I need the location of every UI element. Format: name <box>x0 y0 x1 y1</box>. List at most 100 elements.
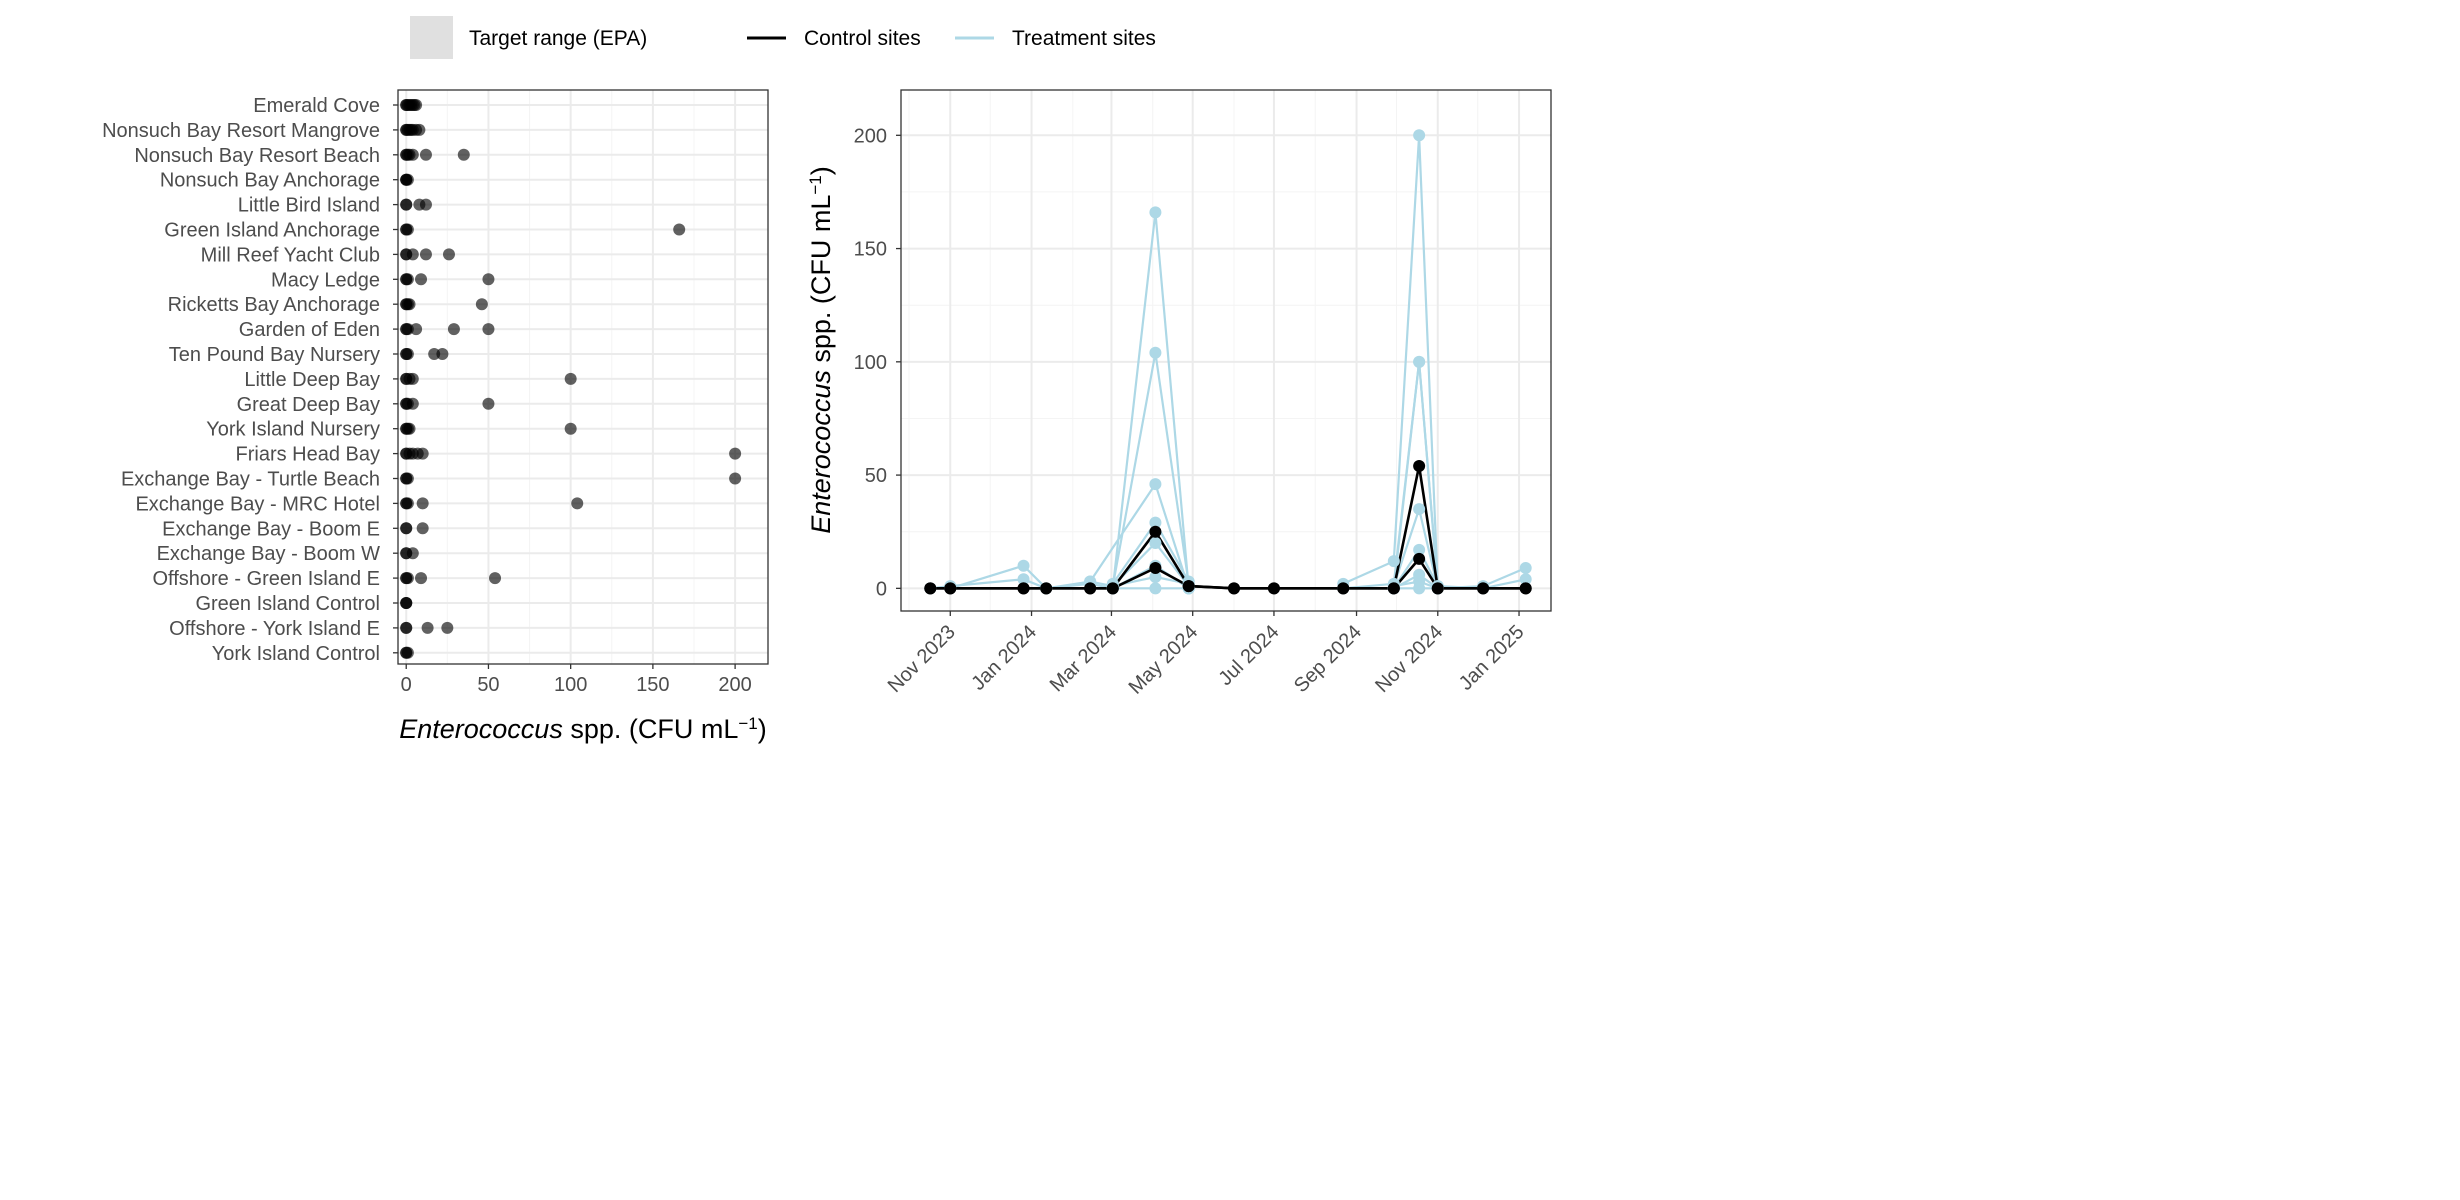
control-series-point <box>1040 582 1053 595</box>
control-series-point <box>924 582 937 595</box>
y-tick-label: 150 <box>854 239 887 261</box>
site-point <box>419 248 432 261</box>
control-series-point <box>1413 552 1426 565</box>
site-point <box>419 148 432 161</box>
left-panel-border <box>397 89 769 665</box>
site-point <box>401 223 414 236</box>
x-tick-label: 50 <box>477 674 499 696</box>
site-point <box>415 273 428 286</box>
site-dot-plot: Emerald Cove Nonsuch Bay Resort Mangrove N… <box>102 89 769 745</box>
treatment-series-point <box>1519 573 1532 586</box>
treatment-series-point <box>1149 537 1162 550</box>
site-point <box>482 273 495 286</box>
site-label: York Island Nursery <box>206 419 380 441</box>
y-tick-label: 50 <box>865 465 887 487</box>
site-point <box>416 497 429 510</box>
site-point <box>729 447 742 460</box>
treatment-series-point <box>1149 346 1162 359</box>
control-series-point <box>1106 582 1119 595</box>
site-point <box>419 198 432 211</box>
site-point <box>489 572 502 585</box>
site-point <box>416 522 429 535</box>
treatment-series-point <box>1149 478 1162 491</box>
x-tick-label: Sep 2024 <box>1290 621 1366 697</box>
site-point <box>403 422 416 435</box>
right-y-axis-title: Enterococcus spp. (CFU mL−1) <box>806 166 837 534</box>
site-point <box>400 621 413 634</box>
treatment-series-point <box>1413 355 1426 368</box>
control-series-point <box>1017 582 1030 595</box>
site-point <box>457 148 470 161</box>
treatment-series-point <box>1387 555 1400 568</box>
x-tick-label: May 2024 <box>1125 621 1203 699</box>
y-tick-label: 0 <box>876 578 887 600</box>
site-label: Exchange Bay - Boom E <box>162 518 380 540</box>
site-point <box>406 248 419 261</box>
site-point <box>401 273 414 286</box>
site-label: Little Deep Bay <box>244 369 380 391</box>
treatment-series-point <box>1413 582 1426 595</box>
control-series-point <box>1182 580 1195 593</box>
treatment-series-line <box>930 351 1190 590</box>
series-lines <box>930 134 1527 590</box>
site-label: Ten Pound Bay Nursery <box>169 344 380 366</box>
site-label: Friars Head Bay <box>236 444 381 466</box>
right-x-axis: Nov 2023 Jan 2024 Mar 2024 May 2024 Jul 2024… <box>884 611 1529 699</box>
site-label: Exchange Bay - Turtle Beach <box>121 469 380 491</box>
control-series-point <box>1387 582 1400 595</box>
control-series-point <box>1149 561 1162 574</box>
x-tick-label: 100 <box>554 674 587 696</box>
x-tick-label: Nov 2023 <box>884 621 960 697</box>
control-series-point <box>944 582 957 595</box>
legend-treatment-label: Treatment sites <box>1012 27 1156 50</box>
site-point <box>406 547 419 560</box>
site-label: Macy Ledge <box>271 269 380 291</box>
treatment-series-point <box>1017 559 1030 572</box>
x-tick-label: 150 <box>636 674 669 696</box>
site-label: Mill Reef Yacht Club <box>201 244 380 266</box>
site-label: Great Deep Bay <box>237 394 380 416</box>
control-series-point <box>1431 582 1444 595</box>
right-grid <box>901 90 1551 611</box>
series-points <box>924 129 1532 595</box>
control-series-line <box>930 557 1526 590</box>
left-x-axis: 0 50 100 150 200 <box>401 664 752 696</box>
site-point <box>442 248 455 261</box>
treatment-series-line <box>1089 483 1190 589</box>
treatment-series-point <box>1149 516 1162 529</box>
site-point <box>406 148 419 161</box>
x-tick-label: 0 <box>401 674 412 696</box>
site-point <box>482 397 495 410</box>
site-label: Exchange Bay - Boom W <box>157 543 381 565</box>
control-series-point <box>1413 460 1426 473</box>
site-label: Garden of Eden <box>239 319 380 341</box>
site-label: Little Bird Island <box>238 195 380 217</box>
treatment-series-point <box>1519 561 1532 574</box>
site-point <box>447 323 460 336</box>
site-label: Emerald Cove <box>253 95 380 117</box>
control-series-point <box>1227 582 1240 595</box>
left-grid <box>398 90 768 664</box>
site-label: Nonsuch Bay Resort Beach <box>134 145 380 167</box>
left-x-axis-title: Enterococcus spp. (CFU mL−1) <box>399 714 767 745</box>
site-point <box>729 472 742 485</box>
treatment-series-point <box>1149 206 1162 219</box>
site-point <box>415 572 428 585</box>
site-point <box>401 646 414 659</box>
site-point <box>410 99 423 111</box>
x-tick-label: Jul 2024 <box>1214 621 1283 690</box>
right-panel-border <box>900 89 1552 612</box>
site-point <box>482 323 495 336</box>
site-point <box>410 323 423 336</box>
figure: Target range (EPA) Control sites Treatme… <box>102 16 1552 745</box>
site-point <box>401 348 414 360</box>
legend-target-range-label: Target range (EPA) <box>469 27 647 50</box>
site-label: Nonsuch Bay Anchorage <box>160 170 380 192</box>
y-tick-label: 200 <box>854 125 887 147</box>
control-series-point <box>1337 582 1350 595</box>
control-series-point <box>1477 582 1490 595</box>
x-tick-label: Jan 2025 <box>1455 621 1529 695</box>
treatment-series-point <box>1413 543 1426 556</box>
x-tick-label: Nov 2024 <box>1371 621 1447 697</box>
site-label: York Island Control <box>212 643 380 665</box>
